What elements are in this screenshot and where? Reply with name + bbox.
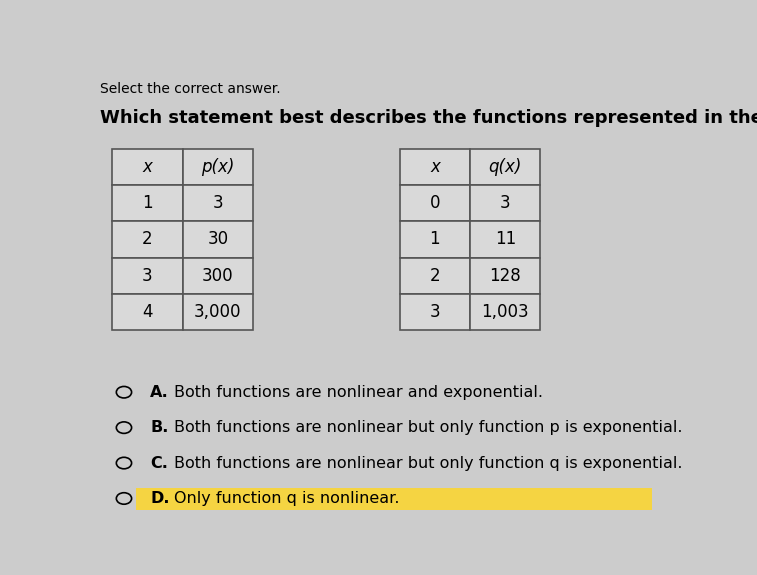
Text: 2: 2 [142,231,153,248]
Text: 30: 30 [207,231,229,248]
Text: Only function q is nonlinear.: Only function q is nonlinear. [174,491,400,506]
Bar [182,185,253,221]
Text: 3: 3 [213,194,223,212]
Bar [136,488,652,510]
Text: 128: 128 [490,267,521,285]
Text: 3: 3 [142,267,153,285]
Bar [470,294,540,330]
Bar [182,221,253,258]
Text: Both functions are nonlinear and exponential.: Both functions are nonlinear and exponen… [174,385,543,400]
Text: 2: 2 [429,267,441,285]
Text: A.: A. [151,385,169,400]
Bar [182,294,253,330]
Text: 1: 1 [429,231,441,248]
Text: 3: 3 [500,194,511,212]
Text: Both functions are nonlinear but only function q is exponential.: Both functions are nonlinear but only fu… [174,455,682,470]
Text: 1,003: 1,003 [481,303,529,321]
Bar [400,185,470,221]
Bar [470,185,540,221]
Text: 300: 300 [202,267,234,285]
Text: D.: D. [151,491,170,506]
Bar [400,149,470,185]
Text: q(x): q(x) [488,158,522,176]
Bar [470,149,540,185]
Text: Select the correct answer.: Select the correct answer. [101,82,281,96]
Text: x: x [430,158,440,176]
Text: B.: B. [151,420,169,435]
Bar [470,258,540,294]
Bar [112,149,182,185]
Bar [182,149,253,185]
Text: p(x): p(x) [201,158,235,176]
Text: 4: 4 [142,303,153,321]
Text: x: x [142,158,152,176]
Text: 0: 0 [430,194,440,212]
Text: 11: 11 [494,231,516,248]
Bar [112,185,182,221]
Bar [400,294,470,330]
Bar [400,258,470,294]
Text: 3: 3 [429,303,441,321]
Bar [112,258,182,294]
Bar [112,221,182,258]
Text: 3,000: 3,000 [194,303,241,321]
Bar [470,221,540,258]
Text: Both functions are nonlinear but only function p is exponential.: Both functions are nonlinear but only fu… [174,420,682,435]
Bar [112,294,182,330]
Bar [400,221,470,258]
Text: C.: C. [151,455,168,470]
Text: 1: 1 [142,194,153,212]
Bar [182,258,253,294]
Text: Which statement best describes the functions represented in the tables?: Which statement best describes the funct… [101,109,757,127]
